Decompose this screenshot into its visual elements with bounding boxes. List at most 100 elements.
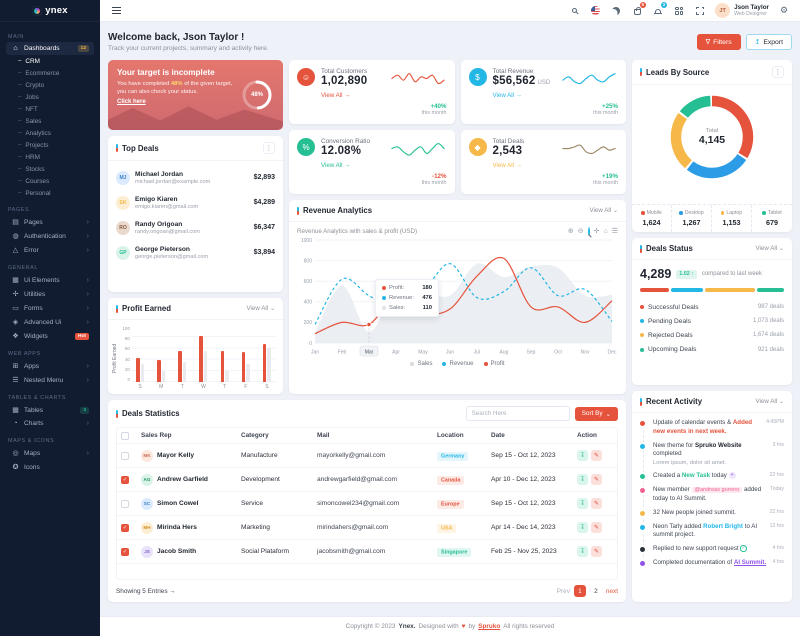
sidebar-item[interactable]: ◎ Maps › [6,446,94,460]
top-deal-row[interactable]: EK Emigo Kiaren emigo.kiaren@gmail.com $… [116,190,275,215]
zoom-out-icon[interactable]: ⊖ [577,228,584,235]
download-action-button[interactable]: ↧ [577,450,588,461]
search-icon[interactable] [568,4,580,18]
filters-button[interactable]: ∇ Filters [696,34,741,50]
table-row[interactable]: ✓ AG Andrew Garfield Development andrewga… [117,468,617,492]
row-checkbox[interactable] [121,451,129,460]
legend-item[interactable]: Sales [410,361,432,367]
view-all-link[interactable]: View All → [492,92,522,99]
edit-action-button[interactable]: ✎ [591,474,602,485]
sidebar-item[interactable]: GENERAL [6,263,94,273]
legend-item[interactable]: Revenue [442,361,474,367]
card-options-button[interactable]: ⋮ [263,142,275,154]
view-all-dropdown[interactable]: View All ⌄ [755,245,784,252]
table-row[interactable]: ✓ JS Jacob Smith Social Plataform jacobsm… [117,540,617,564]
download-action-button[interactable]: ↧ [577,474,588,485]
sidebar-item[interactable]: – HRM [6,151,94,163]
sidebar-item[interactable]: – Stocks [6,163,94,175]
export-button[interactable]: ↥ Export [745,34,792,50]
sidebar-item[interactable]: ❖ Widgets Hot [6,329,94,343]
sidebar-item[interactable]: ◍ Authentication › [6,229,94,243]
cart-icon[interactable]: 5 [631,1,647,18]
download-action-button[interactable]: ↧ [577,498,588,509]
sidebar-item[interactable]: MAIN [6,32,94,42]
row-checkbox[interactable] [121,499,129,508]
search-input[interactable] [465,406,570,421]
pagination-page[interactable]: 2 [594,587,598,595]
pagination-prev[interactable]: Prev [556,587,570,595]
sidebar-item[interactable]: – Ecommerce [6,67,94,79]
language-flag-icon[interactable] [589,4,601,18]
sidebar-item[interactable]: – Jobs [6,91,94,103]
edit-action-button[interactable]: ✎ [591,498,602,509]
view-all-dropdown[interactable]: View All ⌄ [589,207,618,214]
column-header[interactable]: Action [577,432,597,439]
sidebar-item[interactable]: – CRM [6,55,94,67]
column-header[interactable]: Category [241,432,269,439]
view-all-dropdown[interactable]: View All ⌄ [246,305,275,312]
pagination-next[interactable]: next [605,587,618,595]
sidebar-item[interactable]: – Personal [6,187,94,199]
sidebar-item[interactable]: – Crypto [6,79,94,91]
view-all-link[interactable]: View All → [321,162,351,169]
edit-action-button[interactable]: ✎ [591,450,602,461]
sidebar-item[interactable]: – Sales [6,115,94,127]
download-action-button[interactable]: ↧ [577,546,588,557]
edit-action-button[interactable]: ✎ [591,522,602,533]
footer-credit-link[interactable]: Spruko [478,623,501,630]
sidebar-item[interactable]: ☰ Nested Menu › [6,373,94,387]
sidebar-item[interactable]: ⌂ Dashboards 12 [6,42,94,55]
sidebar-item[interactable]: MAPS & ICONS [6,436,94,446]
settings-gear-icon[interactable]: ⚙ [779,5,789,15]
pan-icon[interactable]: ✛ [593,228,600,235]
app-logo[interactable]: ynex [0,0,100,22]
user-profile-menu[interactable]: JT Json Taylor Web Designer [715,3,769,18]
column-header[interactable]: Date [491,432,505,439]
row-checkbox[interactable]: ✓ [121,547,129,556]
view-all-link[interactable]: View All → [492,162,522,169]
sidebar-item[interactable]: ▭ Forms › [6,301,94,315]
sidebar-item[interactable]: ✪ Icons [6,460,94,474]
table-row[interactable]: ✓ MH Mirinda Hers Marketing mirindahers@g… [117,516,617,540]
table-row[interactable]: MK Mayor Kelly Manufacture mayorkelly@gma… [117,444,617,468]
selection-zoom-icon[interactable] [587,226,590,236]
sidebar-item[interactable]: – Projects [6,139,94,151]
sidebar-item[interactable]: ▦ Tables 3 [6,403,94,417]
chart-menu-icon[interactable]: ☰ [611,228,618,235]
sort-by-button[interactable]: Sort By ⌄ [574,406,618,421]
sidebar-item[interactable]: △ Error › [6,243,94,257]
sidebar-item[interactable]: PAGES [6,205,94,215]
sidebar-item[interactable]: WEB APPS [6,349,94,359]
hamburger-menu-icon[interactable] [112,9,121,12]
column-header[interactable]: Mail [317,432,330,439]
view-all-link[interactable]: View All → [321,92,351,99]
sidebar-item[interactable]: ⊞ Apps › [6,359,94,373]
column-header[interactable]: Sales Rep [141,432,172,439]
legend-item[interactable]: Profit [483,361,505,367]
sidebar-item[interactable]: TABLES & CHARTS [6,393,94,403]
sidebar-item[interactable]: – NFT [6,103,94,115]
pagination-page[interactable]: 1 [573,585,586,597]
apps-grid-icon[interactable] [673,4,685,18]
top-deal-row[interactable]: MJ Michael Jordan michael.jordan@example… [116,165,275,190]
reset-home-icon[interactable]: ⌂ [603,227,608,235]
card-options-button[interactable]: ⋮ [772,66,784,78]
top-deal-row[interactable]: GP George Pieterson george.pieterson@gma… [116,240,275,265]
target-click-here-link[interactable]: Click here [117,98,146,105]
row-checkbox[interactable]: ✓ [121,523,129,532]
sidebar-item[interactable]: ◈ Advanced Ui › [6,315,94,329]
sidebar-item[interactable]: ▦ Ui Elements › [6,273,94,287]
table-row[interactable]: SC Simon Cowel Service simoncowel234@gmai… [117,492,617,516]
top-deal-row[interactable]: RO Randy Origoan randy.origoan@gmail.com… [116,215,275,240]
zoom-in-icon[interactable]: ⊕ [567,228,574,235]
row-checkbox[interactable]: ✓ [121,475,129,484]
column-header[interactable]: Location [437,432,464,439]
select-all-checkbox[interactable] [121,431,129,440]
download-action-button[interactable]: ↧ [577,522,588,533]
dark-mode-moon-icon[interactable] [610,4,622,18]
sidebar-item[interactable]: ◔ Charts › [6,417,94,430]
edit-action-button[interactable]: ✎ [591,546,602,557]
sidebar-item[interactable]: – Courses [6,175,94,187]
view-all-dropdown[interactable]: View All ⌄ [755,398,784,405]
sidebar-item[interactable]: ▤ Pages › [6,215,94,229]
